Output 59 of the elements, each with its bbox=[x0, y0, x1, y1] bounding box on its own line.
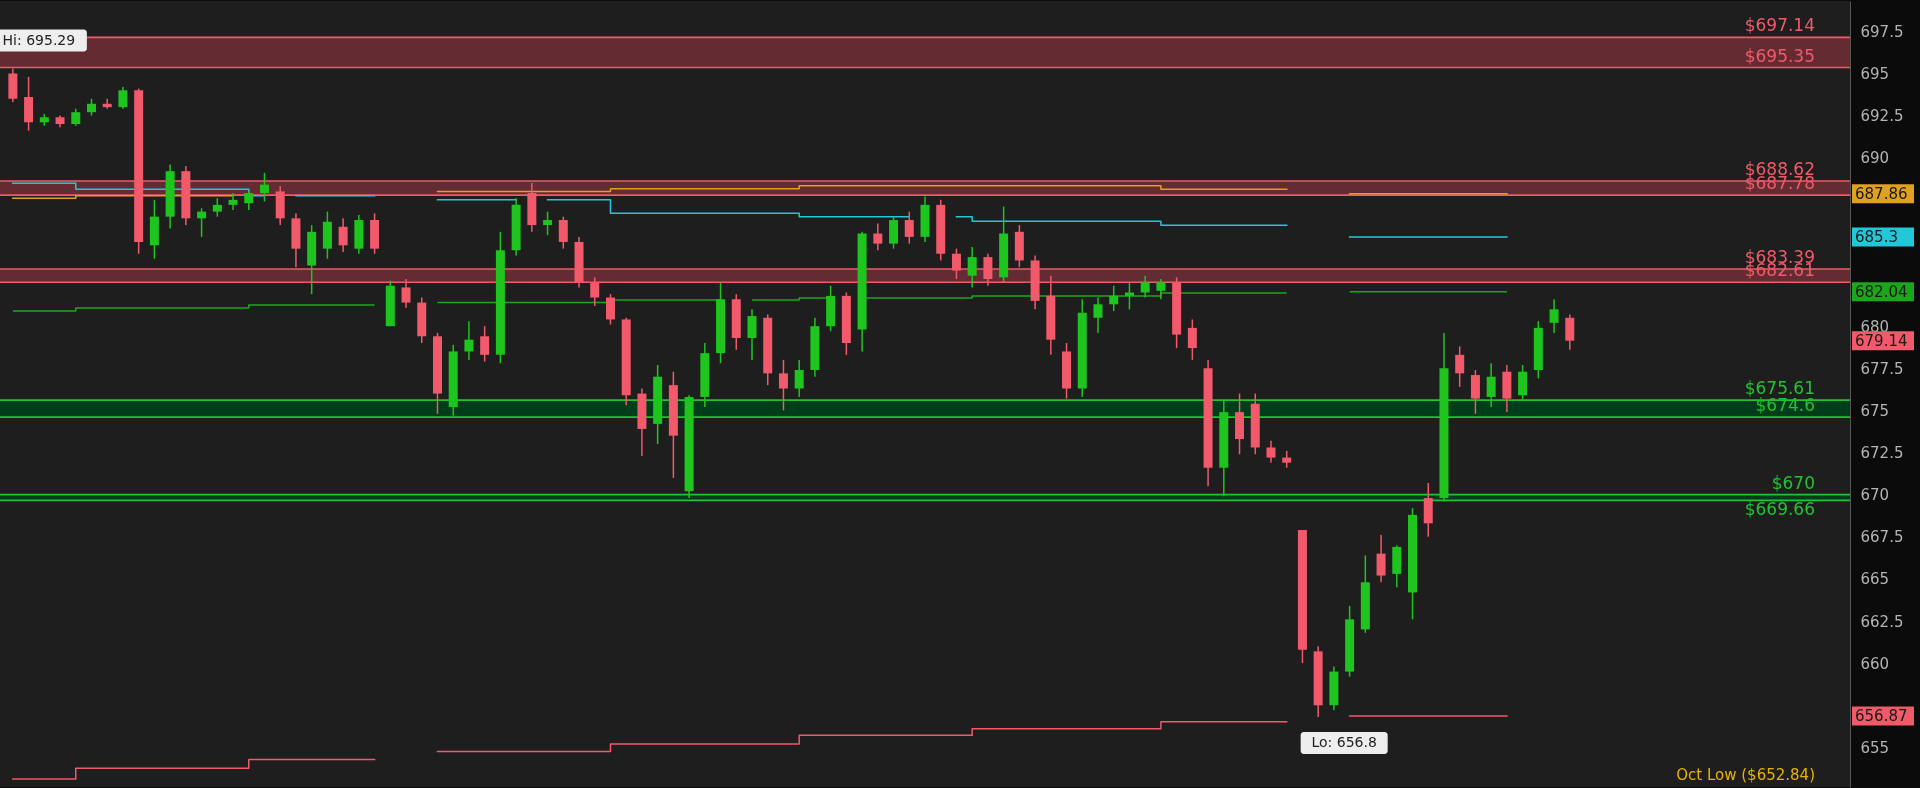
y-tick-label: 675 bbox=[1860, 401, 1890, 420]
candlestick bbox=[747, 308, 757, 361]
candlestick bbox=[212, 197, 222, 218]
candlestick bbox=[1109, 285, 1119, 312]
candlestick bbox=[794, 359, 804, 398]
candlestick bbox=[605, 293, 615, 326]
y-tick-label: 660 bbox=[1860, 654, 1890, 673]
text: 679.14 bbox=[1855, 331, 1908, 350]
annotation: Lo: 656.8 bbox=[1311, 734, 1377, 751]
candlestick bbox=[543, 210, 553, 236]
y-tick-label: 690 bbox=[1860, 149, 1890, 168]
candlestick bbox=[1470, 369, 1480, 415]
candlestick bbox=[558, 215, 568, 250]
candlestick bbox=[778, 359, 788, 412]
candlestick bbox=[464, 320, 474, 361]
candlestick bbox=[102, 97, 112, 110]
y-tick-label: 672.5 bbox=[1860, 444, 1904, 463]
candlestick bbox=[1486, 362, 1496, 408]
ref-line-label: $697.14 bbox=[1744, 15, 1815, 36]
candlestick bbox=[338, 217, 348, 253]
candlestick bbox=[1376, 534, 1386, 584]
candlestick bbox=[480, 325, 490, 363]
candlestick bbox=[873, 222, 883, 252]
y-tick-label: 692.5 bbox=[1860, 107, 1904, 126]
candlestick bbox=[1093, 296, 1103, 334]
annotation: Hi: 695.29 bbox=[2, 31, 76, 48]
y-tick-label: 670 bbox=[1860, 486, 1890, 505]
text: 656.87 bbox=[1855, 706, 1908, 725]
text: 687.86 bbox=[1855, 184, 1908, 203]
candlestick bbox=[1266, 440, 1276, 464]
y-tick-label: 667.5 bbox=[1860, 528, 1904, 547]
y-tick-label: 662.5 bbox=[1860, 612, 1904, 631]
candlestick bbox=[1156, 278, 1166, 300]
candlestick bbox=[1565, 313, 1575, 351]
candlestick bbox=[1140, 274, 1150, 299]
ref-line-label: $675.61 bbox=[1744, 378, 1815, 399]
candlestick bbox=[259, 172, 269, 203]
text: 682.04 bbox=[1855, 282, 1908, 301]
candlestick bbox=[1187, 318, 1197, 361]
candlestick bbox=[1124, 281, 1134, 311]
candlestick bbox=[1549, 298, 1559, 334]
candlestick bbox=[118, 86, 128, 110]
y-tick-label: 677.5 bbox=[1860, 359, 1904, 378]
y-tick-label: 695 bbox=[1860, 64, 1890, 83]
y-tick-label: 697.5 bbox=[1860, 22, 1904, 41]
candlestick bbox=[904, 210, 914, 245]
text: 685.3 bbox=[1855, 227, 1898, 246]
ref-line-label: $695.35 bbox=[1744, 45, 1815, 66]
y-tick-label: 655 bbox=[1860, 738, 1890, 757]
ref-line-label: $670 bbox=[1771, 472, 1815, 493]
candlestick bbox=[1518, 364, 1528, 402]
candlestick bbox=[967, 246, 977, 289]
candlestick bbox=[889, 215, 899, 250]
ref-line-label: $669.66 bbox=[1744, 499, 1815, 520]
annotation: Oct Low ($652.84) bbox=[1676, 766, 1815, 784]
candlestick bbox=[228, 192, 238, 211]
candlestick bbox=[244, 190, 254, 211]
y-tick-label: 665 bbox=[1860, 570, 1890, 589]
candlestick bbox=[1455, 345, 1465, 388]
